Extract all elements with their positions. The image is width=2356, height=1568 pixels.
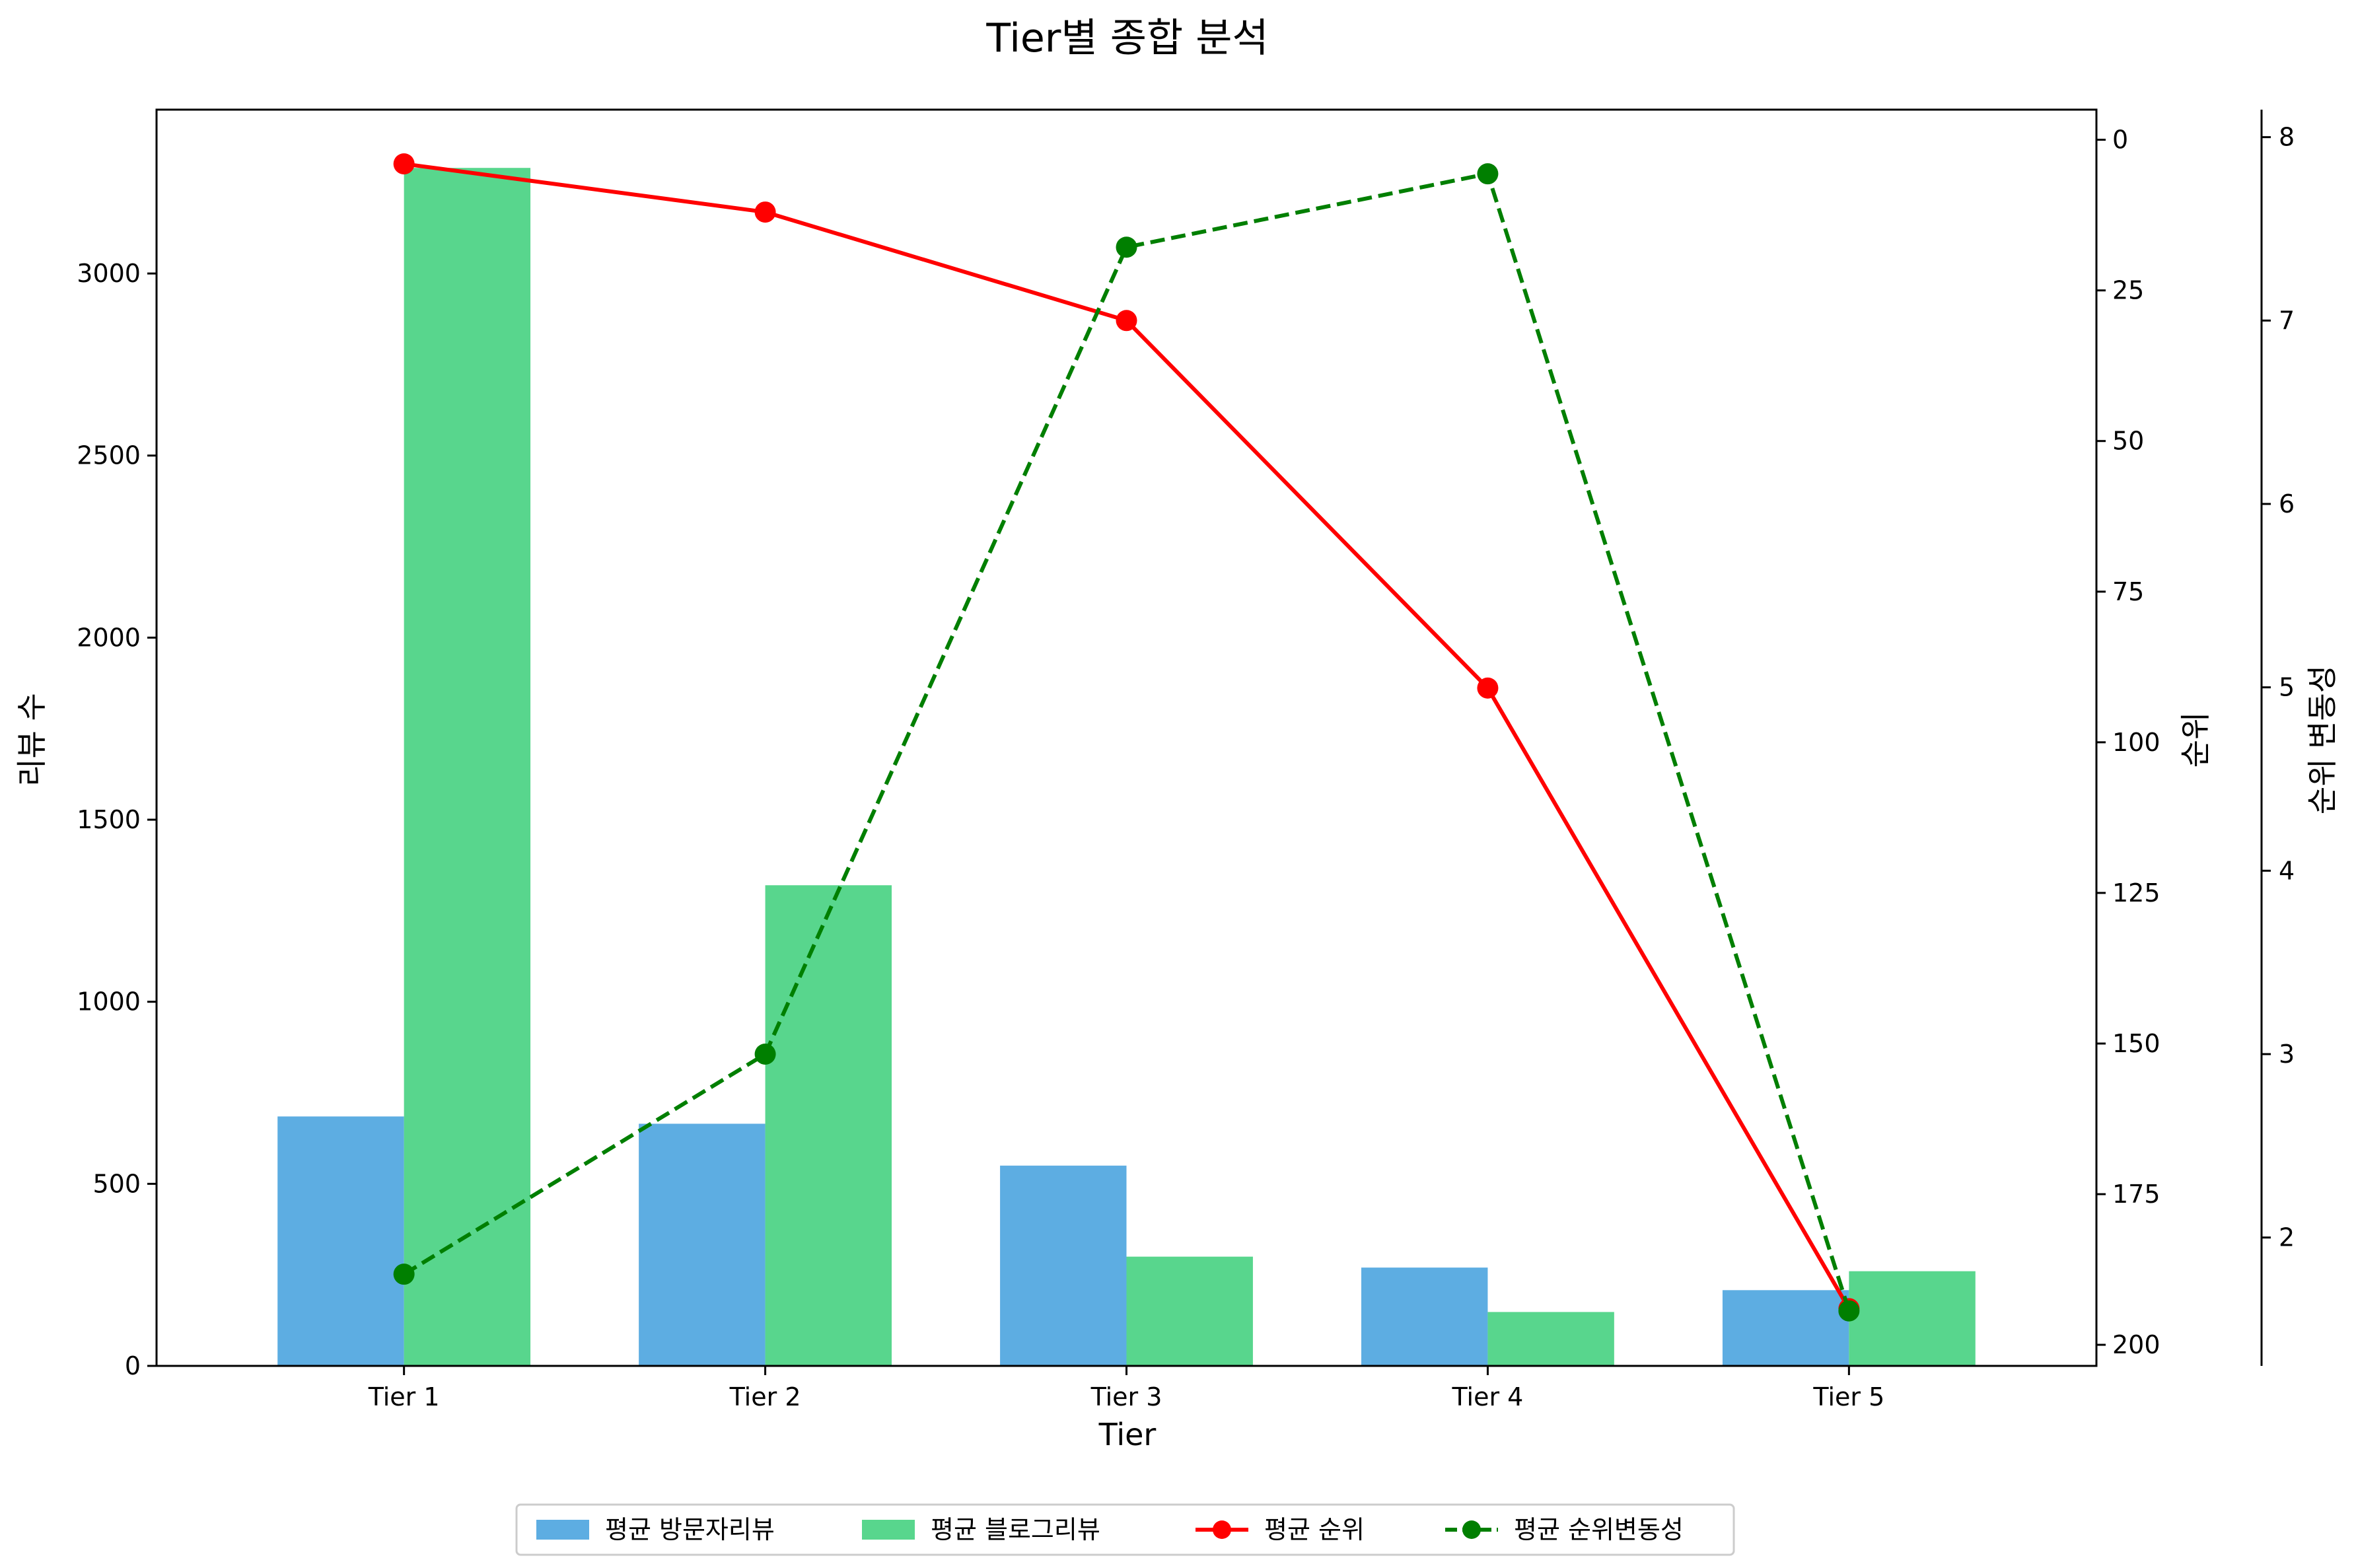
right2-tick-label-7: 8 [2279,123,2295,152]
y-tick-label-7: 3000 [77,259,141,288]
right2-tick-label-2: 3 [2279,1040,2295,1069]
point-1-3 [1116,310,1137,332]
bar-2-4 [1487,1312,1614,1366]
bar-2-3 [1126,1256,1253,1366]
legend-label-3: 평균 순위 [1264,1515,1365,1544]
right-axis-title: 순위 [2178,712,2213,768]
legend-marker-3 [1213,1520,1231,1539]
y-tick-label-6: 2500 [77,441,141,470]
bar-2-1 [404,168,531,1366]
y-tick-label-4: 1500 [77,805,141,834]
bar-2-2 [765,885,892,1366]
x-tick-label-4: Tier 4 [1451,1382,1523,1411]
point-2-2 [754,1043,776,1065]
x-tick-label-2: Tier 2 [729,1382,801,1411]
line-series-2 [403,171,1851,1312]
legend-swatch-1 [536,1520,589,1540]
right2-tick-label-5: 6 [2279,489,2295,518]
x-tick-label-1: Tier 1 [368,1382,440,1411]
bar-1-3 [1000,1165,1127,1366]
right-tick-label-9: 200 [2112,1330,2160,1359]
legend: 평균 방문자리뷰 평균 블로그리뷰 평균 순위 평균 순위변동성 [515,1503,1735,1556]
x-axis-title: Tier [1098,1417,1157,1452]
legend-swatch-2 [862,1520,915,1540]
bar-1-4 [1361,1267,1488,1366]
legend-box [515,1503,1735,1556]
y-tick-label-5: 2000 [77,623,141,652]
right2-tick-label-6: 7 [2279,306,2295,335]
right-axis2-title: 순위 변동성 [2304,665,2340,814]
y-tick-label-3: 1000 [77,987,141,1016]
bar-2-5 [1849,1271,1976,1366]
right2-tick-label-4: 5 [2279,673,2295,702]
line-series-1 [404,162,1851,1310]
bar-1-2 [639,1123,766,1366]
chart-title: Tier별 종합 분석 [985,15,1268,61]
legend-label-2: 평균 블로그리뷰 [931,1515,1100,1544]
legend-marker-4 [1462,1520,1481,1539]
point-1-2 [754,201,776,223]
y-tick-label-1: 0 [125,1351,141,1380]
right-tick-label-2: 25 [2112,276,2144,305]
right2-tick-label-3: 4 [2279,856,2295,885]
bars-layer [277,168,1976,1366]
lines-layer [393,153,1860,1322]
point-2-5 [1838,1300,1860,1322]
point-1-1 [393,153,415,175]
point-2-1 [393,1264,415,1285]
x-tick-label-5: Tier 5 [1812,1382,1884,1411]
y-axis-title: 리뷰 수 [14,693,50,787]
right-tick-label-8: 175 [2112,1180,2160,1209]
right2-tick-label-1: 2 [2279,1223,2295,1252]
bar-1-1 [277,1116,404,1366]
point-2-4 [1477,163,1499,185]
legend-label-4: 평균 순위변동성 [1514,1515,1684,1544]
point-1-4 [1477,677,1499,699]
right-tick-label-3: 50 [2112,427,2144,456]
right-tick-label-5: 100 [2112,728,2160,757]
axes-layer: 0500100015002000250030000255075100125150… [77,108,2295,1411]
legend-label-1: 평균 방문자리뷰 [605,1515,775,1544]
right-tick-label-4: 75 [2112,577,2144,606]
right-tick-label-1: 0 [2112,125,2128,155]
x-tick-label-3: Tier 3 [1090,1382,1162,1411]
point-2-3 [1116,236,1137,258]
right-tick-label-6: 125 [2112,878,2160,908]
bar-1-5 [1722,1290,1849,1366]
right-tick-label-7: 150 [2112,1029,2160,1058]
y-tick-label-2: 500 [92,1169,141,1198]
